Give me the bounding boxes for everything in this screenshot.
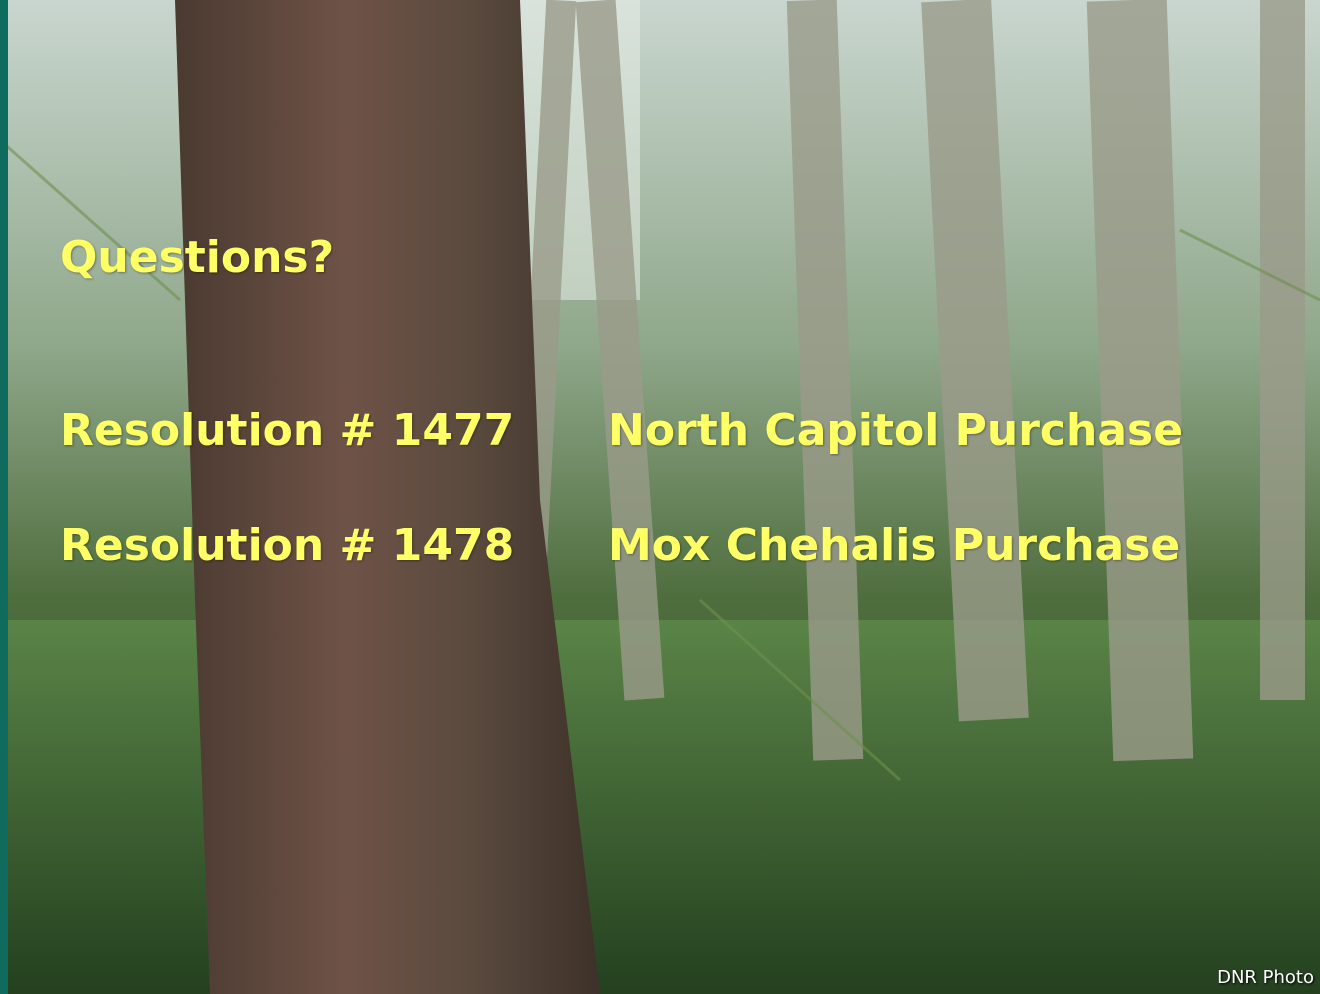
- resolution-name: North Capitol Purchase: [608, 405, 1183, 456]
- forest-photo: [0, 0, 1320, 994]
- resolution-number: Resolution # 1477: [60, 405, 514, 456]
- accent-stripe: [0, 0, 8, 994]
- slide: Questions? Resolution # 1477 North Capit…: [0, 0, 1320, 994]
- resolution-number: Resolution # 1478: [60, 520, 514, 571]
- resolution-name: Mox Chehalis Purchase: [608, 520, 1180, 571]
- slide-title: Questions?: [60, 232, 334, 283]
- photo-credit: DNR Photo: [1217, 967, 1314, 988]
